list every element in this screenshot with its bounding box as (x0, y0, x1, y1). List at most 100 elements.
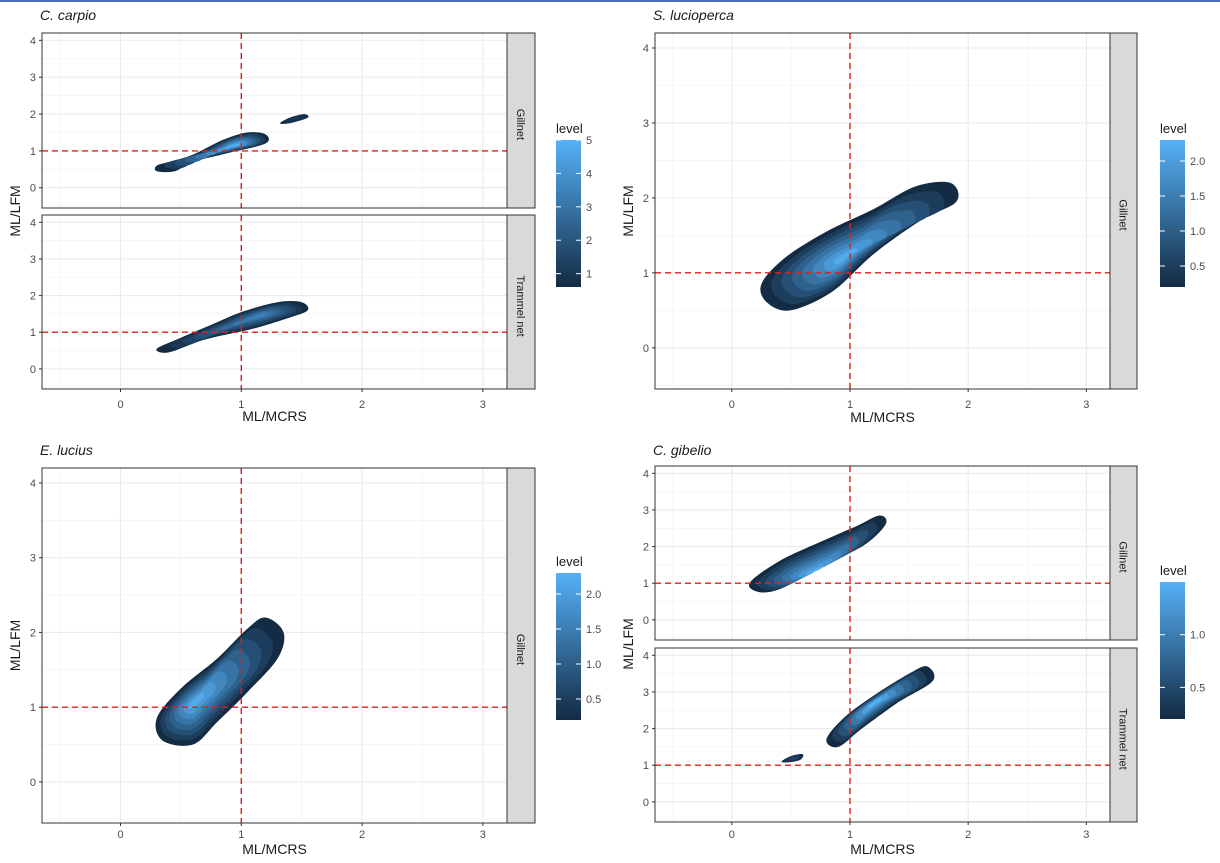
y-tick-label: 4 (643, 650, 649, 662)
x-tick-label: 1 (847, 829, 853, 841)
y-axis-label: ML/LFM (7, 185, 23, 236)
legend-tick-label: 3 (586, 202, 592, 214)
x-tick-label: 0 (729, 829, 735, 841)
x-tick-label: 3 (1083, 399, 1089, 411)
y-tick-label: 2 (30, 109, 36, 121)
x-tick-label: 0 (117, 399, 123, 411)
x-tick-label: 1 (238, 399, 244, 411)
density-region (806, 565, 824, 575)
legend: level 0.5 1.0 (1160, 563, 1205, 719)
legend-tick-label: 2.0 (586, 589, 601, 601)
chart-title: C. carpio (40, 7, 96, 23)
y-tick-label: 4 (30, 35, 36, 47)
density-region (292, 118, 297, 120)
legend-colorbar (1160, 582, 1185, 719)
legend-tick-label: 1.0 (586, 659, 601, 671)
x-axis-label: ML/MCRS (242, 408, 307, 424)
density-layer (781, 666, 935, 763)
legend-tick-label: 0.5 (586, 694, 601, 706)
x-tick-label: 1 (238, 829, 244, 841)
facet-trammel-net: 0 1 2 3 4 Trammel net (30, 214, 536, 390)
facet-gillnet: 0 1 2 3 4 Gillnet (30, 467, 536, 824)
x-tick-label: 2 (965, 399, 971, 411)
density-region (188, 692, 205, 709)
x-axis-label: ML/MCRS (242, 841, 307, 857)
y-tick-label: 3 (643, 505, 649, 517)
x-tick-label: 1 (847, 399, 853, 411)
legend-tick-label: 1.0 (1190, 630, 1205, 642)
y-tick-label: 4 (30, 217, 36, 229)
legend-tick-label: 1.5 (1190, 191, 1205, 203)
y-tick-label: 3 (643, 687, 649, 699)
chart-3: C. gibelio 0 1 2 3 4 Gillnet 0 1 2 3 4 Trammel net 0 1… (620, 442, 1205, 857)
legend-tick-label: 2 (586, 235, 592, 247)
x-tick-label: 2 (359, 399, 365, 411)
facet-gillnet: 0 1 2 3 4 Gillnet (643, 32, 1138, 390)
chart-title: C. gibelio (653, 442, 712, 458)
y-tick-label: 0 (643, 797, 649, 809)
panel-background (42, 33, 507, 208)
facet-strip (506, 467, 536, 824)
facet-strip (506, 32, 536, 209)
legend-tick-label: 5 (586, 135, 592, 147)
y-tick-label: 4 (643, 43, 649, 55)
y-axis-label: ML/LFM (620, 185, 636, 236)
legend-title: level (1160, 121, 1187, 136)
density-region (833, 248, 859, 265)
y-tick-label: 0 (30, 777, 36, 789)
legend-tick-label: 4 (586, 168, 592, 180)
legend-tick-label: 2.0 (1190, 156, 1205, 168)
facet-strip-label: Gillnet (514, 634, 526, 665)
y-tick-label: 0 (643, 615, 649, 627)
chart-0: C. carpio 0 1 2 3 4 Gillnet 0 1 2 3 4 Trammel net 0 1 2… (7, 7, 592, 424)
legend-tick-label: 1 (586, 269, 592, 281)
panel-background (655, 648, 1110, 822)
chart-1: S. lucioperca 0 1 2 3 4 Gillnet 0 1 2 3 ML/MCRS ML/L… (620, 7, 1205, 425)
x-axis-label: ML/MCRS (850, 409, 915, 425)
density-region (861, 693, 889, 715)
legend-tick-label: 0.5 (1190, 261, 1205, 273)
x-tick-label: 2 (965, 829, 971, 841)
legend: level 0.5 1.0 1.5 2.0 (556, 554, 601, 720)
facet-strip-label: Gillnet (1117, 541, 1129, 572)
panel-background (42, 215, 507, 389)
facet-strip-label: Trammel net (1117, 708, 1129, 769)
legend-colorbar (1160, 140, 1185, 287)
x-tick-label: 2 (359, 829, 365, 841)
x-axis-label: ML/MCRS (850, 841, 915, 857)
y-axis-label: ML/LFM (7, 620, 23, 671)
density-region (246, 313, 266, 321)
x-tick-label: 3 (1083, 829, 1089, 841)
y-tick-label: 0 (30, 183, 36, 195)
y-tick-label: 1 (643, 268, 649, 280)
y-axis-label: ML/LFM (620, 618, 636, 669)
density-region (791, 758, 795, 760)
facet-strip-label: Gillnet (514, 109, 526, 140)
y-tick-label: 2 (643, 724, 649, 736)
y-tick-label: 3 (643, 118, 649, 130)
chart-title: S. lucioperca (653, 7, 734, 23)
chart-2: E. lucius 0 1 2 3 4 Gillnet 0 1 2 3 ML/MCRS ML/LFM le… (7, 442, 601, 857)
y-tick-label: 1 (30, 146, 36, 158)
density-region (867, 698, 882, 709)
top-border-line (0, 0, 1220, 2)
facet-strip-label: Trammel net (514, 275, 526, 336)
facet-strip (506, 214, 536, 390)
y-tick-label: 1 (643, 578, 649, 590)
y-tick-label: 3 (30, 553, 36, 565)
y-tick-label: 2 (30, 291, 36, 303)
facet-trammel-net: 0 1 2 3 4 Trammel net (643, 647, 1138, 823)
legend: level 0.5 1.0 1.5 2.0 (1160, 121, 1205, 287)
y-tick-label: 2 (643, 193, 649, 205)
y-tick-label: 4 (643, 468, 649, 480)
facet-strip (1109, 647, 1138, 823)
y-tick-label: 3 (30, 254, 36, 266)
chart-title: E. lucius (40, 442, 93, 458)
facet-gillnet: 0 1 2 3 4 Gillnet (30, 32, 536, 209)
x-tick-label: 0 (117, 829, 123, 841)
density-layer (155, 617, 285, 746)
panel-background (655, 466, 1110, 640)
facet-strip (1109, 465, 1138, 641)
y-tick-label: 4 (30, 478, 36, 490)
x-tick-label: 3 (480, 829, 486, 841)
